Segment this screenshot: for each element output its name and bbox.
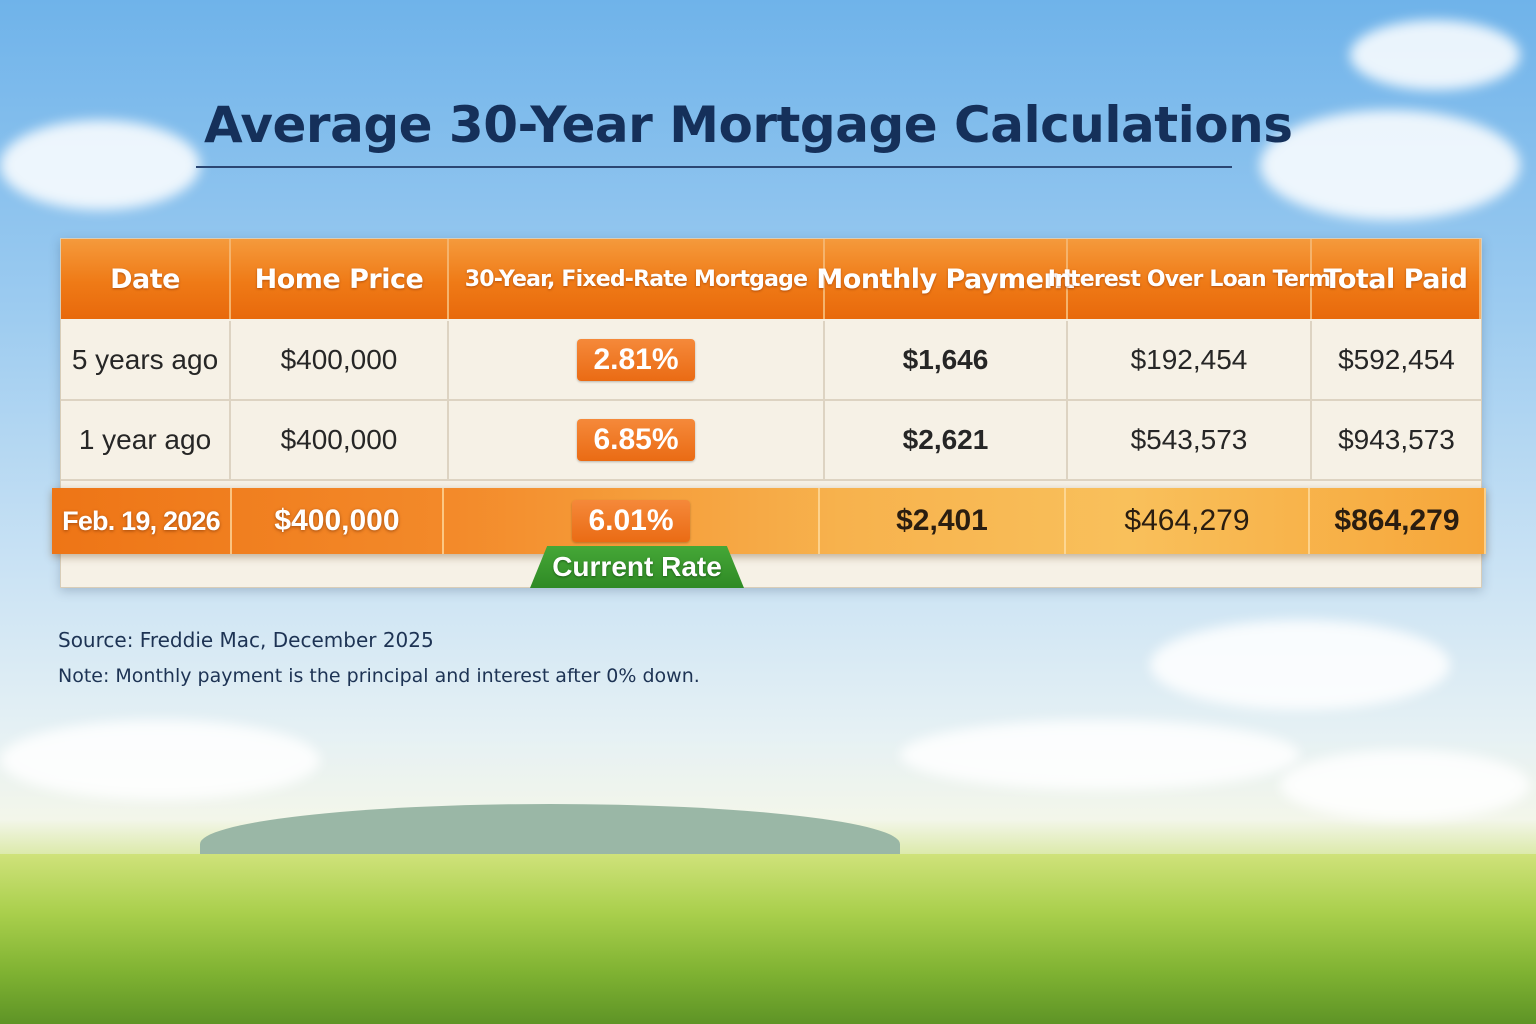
current-rate-row: Feb. 19, 2026 $400,000 6.01% $2,401 $464… <box>52 488 1486 554</box>
header-date: Date <box>61 239 231 319</box>
note-text: Note: Monthly payment is the principal a… <box>58 665 700 687</box>
cell-interest: $543,573 <box>1068 401 1312 479</box>
rate-badge: 6.01% <box>572 500 690 542</box>
cell-date: 5 years ago <box>61 321 231 399</box>
table-row: 1 year ago $400,000 6.85% $2,621 $543,57… <box>61 401 1481 481</box>
header-interest: Interest Over Loan Term <box>1048 239 1331 319</box>
cell-date: 1 year ago <box>61 401 231 479</box>
cell-monthly-payment: $2,401 <box>820 488 1066 554</box>
header-rate: 30-Year, Fixed-Rate Mortgage <box>449 239 825 319</box>
cell-date: Feb. 19, 2026 <box>52 488 232 554</box>
header-total-paid: Total Paid <box>1312 239 1481 319</box>
table-row: 5 years ago $400,000 2.81% $1,646 $192,4… <box>61 321 1481 401</box>
rate-badge: 6.85% <box>577 419 695 461</box>
cell-total-paid: $864,279 <box>1310 488 1486 554</box>
cell-rate: 2.81% <box>449 321 825 399</box>
source-text: Source: Freddie Mac, December 2025 <box>58 628 434 652</box>
cell-total-paid: $592,454 <box>1338 344 1455 375</box>
cell-total-paid: $943,573 <box>1338 424 1455 455</box>
cell-home-price: $400,000 <box>231 321 449 399</box>
cell-rate: 6.01% <box>444 488 820 554</box>
cell-interest: $464,279 <box>1066 488 1310 554</box>
cell-home-price: $400,000 <box>231 401 449 479</box>
cell-rate: 6.85% <box>449 401 825 479</box>
current-rate-ribbon: Current Rate <box>530 546 744 588</box>
title-underline <box>196 166 1232 168</box>
rate-badge: 2.81% <box>577 339 695 381</box>
table-header-row: Date Home Price 30-Year, Fixed-Rate Mort… <box>61 239 1481 319</box>
cell-monthly-payment: $2,621 <box>825 401 1068 479</box>
cell-home-price: $400,000 <box>232 488 444 554</box>
header-home-price: Home Price <box>231 239 449 319</box>
cell-monthly-payment: $1,646 <box>825 321 1068 399</box>
cell-interest: $192,454 <box>1068 321 1312 399</box>
page-title: Average 30-Year Mortgage Calculations <box>204 96 1293 154</box>
header-monthly-payment: Monthly Payment <box>816 239 1075 319</box>
